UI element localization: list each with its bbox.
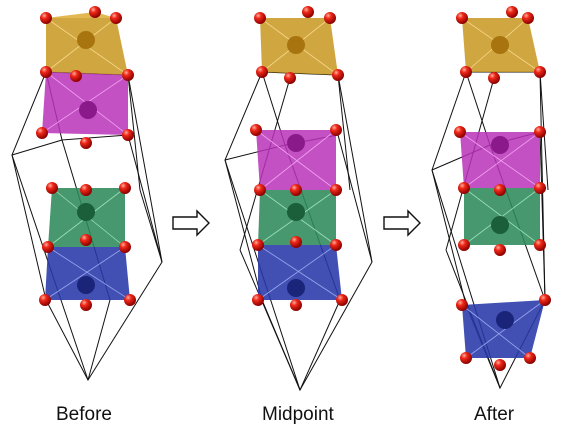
octahedron-gold-midpoint <box>260 18 338 75</box>
octahedron-blue-after <box>462 300 545 358</box>
arrow-icon <box>173 211 209 235</box>
octahedron-blue-before <box>45 247 130 300</box>
octahedron-blue-midpoint <box>258 245 342 300</box>
octahedron-magenta-before <box>42 72 128 135</box>
panel-before <box>12 6 162 380</box>
panel-midpoint <box>225 6 372 390</box>
octahedron-gold-after <box>462 18 540 72</box>
panel-label-after: After <box>474 404 514 426</box>
arrow-icon <box>384 211 420 235</box>
panel-label-before: Before <box>56 404 112 426</box>
octahedron-green-after <box>464 188 540 245</box>
panel-after <box>432 6 551 388</box>
panel-label-midpoint: Midpoint <box>262 404 334 426</box>
octahedron-magenta-after <box>460 132 540 188</box>
octahedron-magenta-midpoint <box>256 130 336 190</box>
